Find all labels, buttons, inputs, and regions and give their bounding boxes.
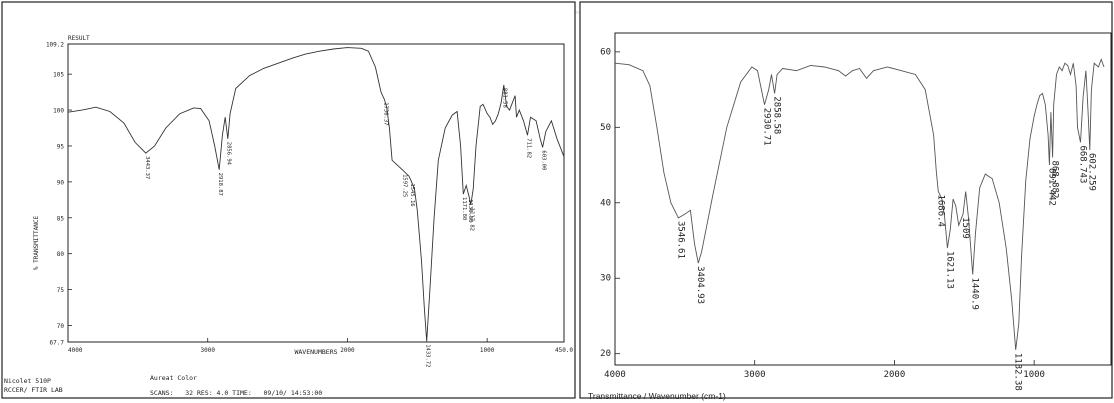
l-x-tick-label: 3000 — [200, 347, 215, 354]
left-peak-labels: 3443.37 2918.87 2856.94 1736.37 1597.25 1545.… — [144, 88, 547, 368]
r-peak-label: 1132.38 — [1013, 353, 1023, 391]
right-x-ticks: 4000 3000 2000 1000 — [604, 360, 1045, 380]
r-peak-label: 1621.13 — [944, 251, 954, 289]
l-peak-label: 711.82 — [525, 138, 531, 158]
r-peak-label: 868.882 — [1050, 160, 1060, 198]
left-chart-title: RESULT — [68, 35, 90, 42]
r-peak-label: 602.259 — [1087, 153, 1097, 191]
l-x-tick-label: 2000 — [340, 347, 355, 354]
l-y-tick-label: 95 — [57, 143, 65, 150]
r-peak-label: 1440.9 — [970, 277, 980, 310]
r-x-tick-label: 1000 — [1023, 370, 1045, 380]
r-x-tick-label: 4000 — [604, 370, 626, 380]
l-x-tick-label: 4000 — [68, 347, 83, 354]
l-peak-label: 603.00 — [541, 150, 547, 170]
scan-parameters: SCANS: 32 RES: 4.0 TIME: 09/10/ 14:53:00 — [150, 389, 322, 397]
r-peak-label: 1509 — [960, 217, 970, 239]
l-y-tick-label: 75 — [57, 287, 65, 294]
l-y-tick-label: 70 — [57, 323, 65, 330]
l-peak-label: 881.58 — [502, 88, 508, 108]
left-panel-border — [1, 1, 576, 399]
l-x-tick-label: 1000 — [480, 347, 495, 354]
left-plot-frame — [67, 43, 565, 343]
r-y-tick-label: 60 — [600, 47, 611, 57]
sample-name: Aureat Color — [150, 374, 197, 382]
l-y-tick-label: 67.7 — [50, 340, 65, 347]
l-peak-label: 1130.38 — [467, 199, 473, 222]
left-spectrum-line — [67, 47, 565, 342]
l-peak-label: 1597.25 — [402, 174, 408, 197]
l-y-tick-label: 80 — [57, 251, 65, 258]
l-x-tick-label: 450.0 — [555, 347, 573, 354]
l-peak-label: 1433.72 — [425, 344, 431, 367]
l-y-tick-label: 100 — [53, 108, 64, 115]
left-x-axis-label: WAVENUMBERS — [294, 348, 337, 356]
l-peak-label: 1545.16 — [409, 183, 415, 206]
l-y-tick-label: 85 — [57, 215, 65, 222]
right-spectrum-line — [614, 58, 1105, 350]
r-peak-label: 668.743 — [1077, 145, 1087, 183]
l-peak-label: 1117.82 — [469, 208, 475, 231]
l-peak-label: 2856.94 — [226, 142, 232, 166]
left-spectrum-panel: RESULT % TRANSMITTANCE 109.2 105 100 95 90 85… — [1, 1, 576, 399]
r-y-tick-label: 50 — [600, 123, 611, 133]
r-peak-label: 2930.71 — [761, 108, 771, 146]
right-y-ticks: 60 50 40 30 20 — [600, 47, 620, 359]
lab-name: RCCER/ FTIR LAB — [4, 386, 63, 394]
instrument-name: Nicolet 510P — [4, 377, 51, 385]
right-panel-border — [579, 1, 1113, 399]
r-peak-label: 1686.4 — [935, 194, 945, 227]
right-plot-frame — [614, 32, 1112, 366]
r-peak-label: 3404.93 — [695, 266, 705, 304]
left-x-ticks: 4000 3000 2000 1000 450.0 — [67, 338, 573, 354]
l-peak-label: 1171.80 — [461, 197, 467, 220]
left-y-ticks: 109.2 105 100 95 90 85 80 75 70 67.7 — [46, 42, 72, 347]
l-peak-label: 1736.37 — [382, 102, 388, 125]
l-y-tick-label: 105 — [53, 72, 64, 79]
right-x-axis-label: Transmittance / Wavenumber (cm-1) — [588, 391, 726, 401]
r-y-tick-label: 40 — [600, 198, 611, 208]
r-x-tick-label: 3000 — [744, 370, 766, 380]
l-y-tick-label: 90 — [57, 179, 65, 186]
r-y-tick-label: 20 — [600, 349, 611, 359]
l-peak-label: 2918.87 — [217, 173, 223, 196]
l-y-tick-label: 109.2 — [46, 42, 64, 49]
right-spectrum-panel: 60 50 40 30 20 4000 3000 2000 1000 3546.61 3404.… — [579, 1, 1113, 401]
r-y-tick-label: 30 — [600, 274, 611, 284]
right-peak-labels: 3546.61 3404.93 2930.71 2858.58 1686.4 1621.1… — [675, 96, 1096, 390]
l-peak-label: 3443.37 — [144, 156, 150, 179]
r-peak-label: 891.442 — [1046, 168, 1056, 206]
r-x-tick-label: 2000 — [884, 370, 906, 380]
r-peak-label: 2858.58 — [772, 96, 782, 134]
r-peak-label: 3546.61 — [675, 221, 685, 259]
left-y-axis-label: % TRANSMITTANCE — [33, 216, 40, 271]
